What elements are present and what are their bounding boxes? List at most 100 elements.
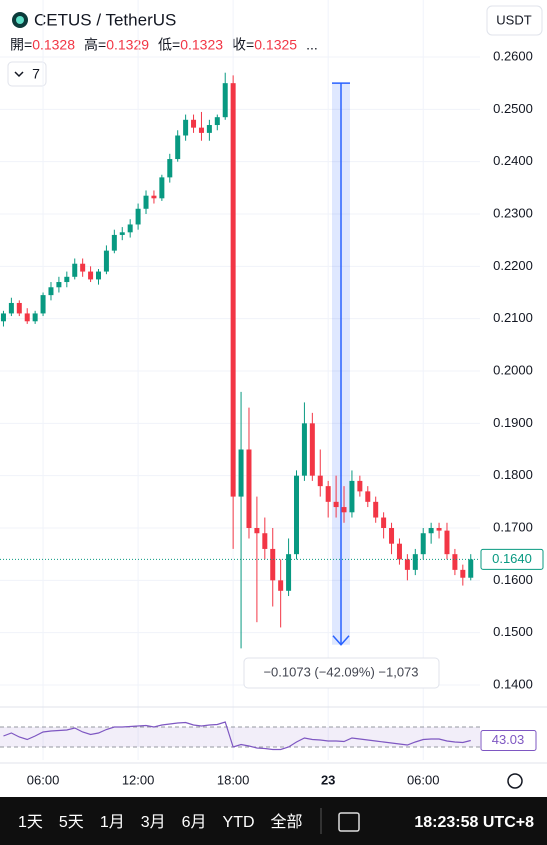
measure-label-box — [243, 657, 440, 689]
y-tick-label: 0.1700 — [493, 519, 533, 534]
candle-body — [444, 530, 450, 555]
rsi-value-label: 43.03 — [492, 732, 525, 747]
rsi-value-box — [480, 729, 537, 751]
candle-body — [270, 548, 276, 581]
candle-body — [317, 475, 323, 487]
candle-body — [436, 528, 442, 531]
range-button[interactable]: YTD — [223, 814, 255, 831]
x-tick-label: 06:00 — [27, 772, 60, 787]
candle-body — [246, 449, 252, 528]
candle-body — [381, 517, 387, 528]
candle-body — [428, 528, 434, 534]
y-tick-label: 0.1600 — [493, 572, 533, 587]
candle-body — [151, 195, 157, 199]
candle-body — [222, 83, 228, 118]
candle-body — [357, 480, 363, 492]
y-tick-label: 0.1500 — [493, 624, 533, 639]
candle-body — [0, 313, 6, 322]
candle-body — [396, 543, 402, 560]
candle-body — [16, 302, 22, 314]
symbol-logo-inner — [16, 16, 24, 24]
y-tick-label: 0.2500 — [493, 101, 533, 116]
candle-body — [214, 117, 220, 126]
candle-body — [183, 119, 189, 136]
ohlc-label: 高= — [84, 37, 106, 53]
candle-body — [309, 423, 315, 476]
candle-body — [175, 135, 181, 160]
ohlc-label: 收= — [232, 37, 254, 53]
ohlc-value: 0.1328 — [32, 37, 75, 53]
candle-body — [278, 580, 284, 591]
rsi-line — [3, 721, 471, 751]
candle-body — [143, 195, 149, 209]
range-button[interactable]: 3月 — [141, 814, 166, 831]
candle-body — [349, 480, 355, 513]
y-tick-label: 0.1400 — [493, 676, 533, 691]
candle-body — [254, 528, 260, 534]
clock: 18:23:58 UTC+8 — [414, 814, 534, 831]
x-tick-label: 18:00 — [217, 772, 250, 787]
currency-button[interactable] — [486, 5, 543, 36]
candle-body — [341, 507, 347, 513]
candle-body — [24, 313, 30, 322]
candle-body — [404, 559, 410, 570]
candle-body — [365, 491, 371, 502]
candle-body — [103, 250, 109, 272]
candle-body — [325, 486, 331, 502]
ohlc-more: ... — [306, 37, 318, 53]
measure-arrowhead — [332, 635, 350, 646]
candle-body — [64, 276, 70, 283]
y-tick-label: 0.2200 — [493, 258, 533, 273]
candle-body — [412, 554, 418, 570]
candle-body — [198, 127, 204, 133]
candle-body — [206, 125, 212, 133]
ohlc-value: 0.1323 — [180, 37, 223, 53]
settings-icon[interactable] — [507, 773, 523, 789]
candle-body — [301, 423, 307, 476]
candle-body — [48, 287, 54, 296]
range-button[interactable]: 全部 — [271, 813, 303, 831]
ohlc-row: 開= 0.1328 高= 0.1329 低= 0.1323 收= 0.1325... — [10, 37, 318, 53]
candle-body — [389, 528, 395, 544]
currency[interactable]: USDT — [496, 12, 531, 27]
candle-body — [88, 271, 94, 280]
x-tick-label: 23 — [321, 772, 335, 787]
symbol[interactable]: CETUS / TetherUS — [34, 10, 176, 29]
candle-body — [238, 449, 244, 497]
ohlc-label: 開= — [10, 37, 32, 53]
ohlc-value: 0.1329 — [106, 37, 149, 53]
y-tick-label: 0.2300 — [493, 205, 533, 220]
y-tick-label: 0.1800 — [493, 467, 533, 482]
candle-body — [333, 501, 339, 508]
range-button[interactable]: 6月 — [182, 814, 207, 831]
candle-body — [159, 177, 165, 199]
y-tick-label: 0.2400 — [493, 153, 533, 168]
candle-body — [286, 554, 292, 591]
plot: 0.2600 0.2500 0.2400 0.2300 0.2200 0.2100 0.20… — [0, 0, 547, 787]
candle-body — [80, 263, 86, 272]
range-button[interactable]: 1月 — [100, 814, 125, 831]
y-tick-label: 0.1900 — [493, 415, 533, 430]
range-button[interactable]: 5天 — [59, 814, 84, 831]
footer-bar — [0, 797, 547, 845]
candle-body — [420, 533, 426, 555]
candle-body — [167, 159, 173, 178]
candle-body — [452, 554, 458, 570]
x-tick-label: 12:00 — [122, 772, 155, 787]
ohlc-label: 低= — [158, 37, 180, 53]
range-button[interactable]: 1天 — [18, 814, 43, 831]
y-tick-label: 0.2100 — [493, 310, 533, 325]
indicator-toggle[interactable] — [7, 61, 47, 87]
candle-body — [191, 119, 197, 128]
candle-body — [32, 313, 38, 322]
last-price-label: 0.1640 — [492, 551, 532, 566]
candle-body — [8, 302, 14, 314]
measure-label: −0.1073 (−42.09%) −1,073 — [263, 664, 418, 679]
candle-body — [40, 295, 46, 314]
date-range-icon[interactable] — [338, 812, 360, 832]
candle-body — [262, 533, 268, 549]
candle-body — [460, 569, 466, 578]
indicator-count[interactable]: 7 — [32, 66, 40, 82]
